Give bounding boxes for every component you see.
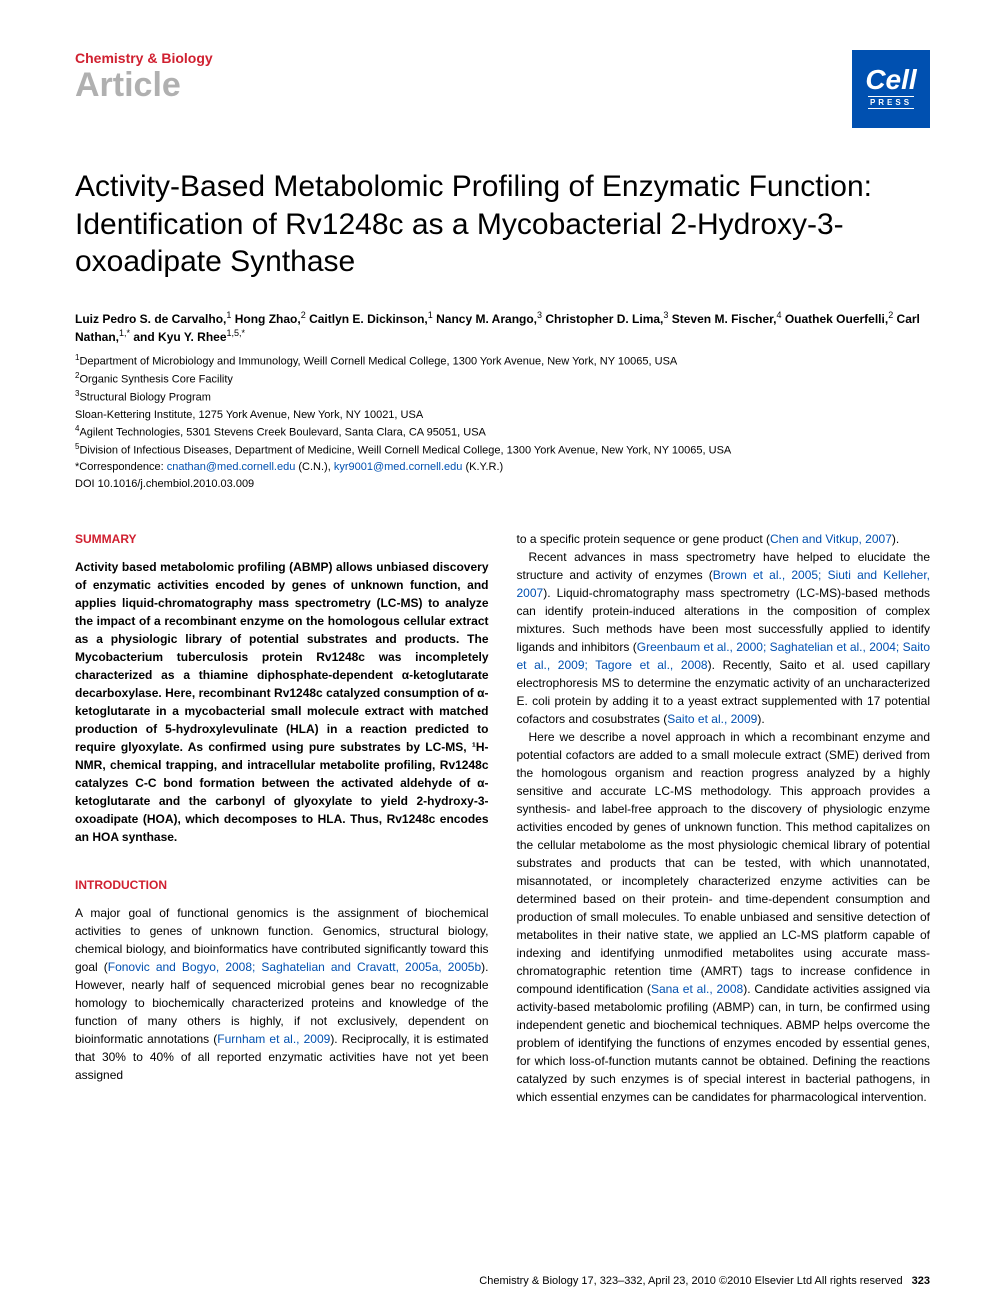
- page-footer: Chemistry & Biology 17, 323–332, April 2…: [479, 1275, 930, 1287]
- citation-link[interactable]: Saito et al., 2009: [667, 712, 757, 726]
- correspondence-sep: (C.N.),: [295, 461, 334, 473]
- correspondence-email-link[interactable]: kyr9001@med.cornell.edu: [334, 461, 463, 473]
- affiliations-block: 1Department of Microbiology and Immunolo…: [75, 352, 930, 492]
- introduction-heading: INTRODUCTION: [75, 876, 489, 894]
- body-text: ). Candidate activities assigned via act…: [517, 982, 931, 1104]
- body-text: ).: [892, 532, 899, 546]
- affiliation-line: 3Structural Biology Program: [75, 388, 930, 406]
- citation-link[interactable]: Fonovic and Bogyo, 2008; Saghatelian and…: [108, 960, 481, 974]
- intro-para-3: Here we describe a novel approach in whi…: [517, 728, 931, 1106]
- cell-press-logo: Cell PRESS: [852, 50, 930, 128]
- article-type: Article: [75, 68, 213, 102]
- journal-block: Chemistry & Biology Article: [75, 50, 213, 102]
- header-bar: Chemistry & Biology Article Cell PRESS: [75, 50, 930, 128]
- citation-link[interactable]: Sana et al., 2008: [651, 982, 743, 996]
- citation-link[interactable]: Chen and Vitkup, 2007: [770, 532, 892, 546]
- article-title: Activity-Based Metabolomic Profiling of …: [75, 168, 930, 281]
- affiliation-line: 1Department of Microbiology and Immunolo…: [75, 352, 930, 370]
- journal-name: Chemistry & Biology: [75, 50, 213, 66]
- affiliation-line: 2Organic Synthesis Core Facility: [75, 370, 930, 388]
- page-number: 323: [912, 1275, 930, 1287]
- press-logo-text: Cell: [865, 69, 916, 91]
- correspondence-label: *Correspondence:: [75, 461, 167, 473]
- affiliation-line: Sloan-Kettering Institute, 1275 York Ave…: [75, 407, 930, 424]
- left-column: SUMMARY Activity based metabolomic profi…: [75, 530, 489, 1106]
- summary-text: Activity based metabolomic profiling (AB…: [75, 558, 489, 846]
- body-text: Here we describe a novel approach in whi…: [517, 730, 931, 996]
- body-columns: SUMMARY Activity based metabolomic profi…: [75, 530, 930, 1106]
- summary-heading: SUMMARY: [75, 530, 489, 548]
- correspondence-email-link[interactable]: cnathan@med.cornell.edu: [167, 461, 296, 473]
- affiliation-line: 4Agilent Technologies, 5301 Stevens Cree…: [75, 423, 930, 441]
- body-text: ).: [757, 712, 764, 726]
- author-list: Luiz Pedro S. de Carvalho,1 Hong Zhao,2 …: [75, 309, 930, 347]
- right-column: to a specific protein sequence or gene p…: [517, 530, 931, 1106]
- correspondence-sep: (K.Y.R.): [462, 461, 503, 473]
- correspondence-line: *Correspondence: cnathan@med.cornell.edu…: [75, 459, 930, 476]
- press-logo-subtext: PRESS: [868, 96, 914, 109]
- body-text: to a specific protein sequence or gene p…: [517, 532, 771, 546]
- citation-link[interactable]: Furnham et al., 2009: [217, 1032, 330, 1046]
- intro-para-1-cont: to a specific protein sequence or gene p…: [517, 530, 931, 548]
- footer-citation: Chemistry & Biology 17, 323–332, April 2…: [479, 1275, 902, 1287]
- affiliation-line: 5Division of Infectious Diseases, Depart…: [75, 441, 930, 459]
- intro-para-2: Recent advances in mass spectrometry hav…: [517, 548, 931, 728]
- doi-line: DOI 10.1016/j.chembiol.2010.03.009: [75, 476, 930, 493]
- intro-para-1: A major goal of functional genomics is t…: [75, 904, 489, 1084]
